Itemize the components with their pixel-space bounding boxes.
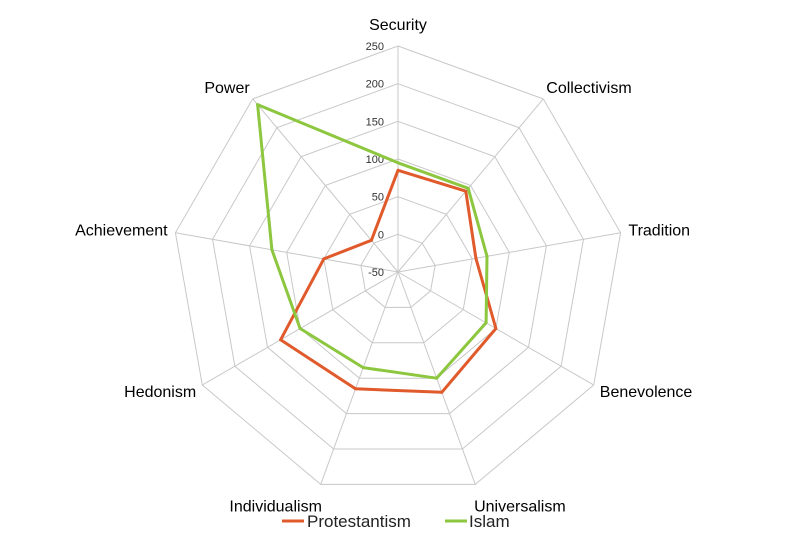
category-label-security: Security	[369, 17, 427, 34]
category-label-hedonism: Hedonism	[124, 384, 196, 401]
legend: Protestantism Islam	[282, 512, 510, 531]
tick-label--50: -50	[368, 267, 384, 279]
point-islam-hedonism	[298, 327, 302, 330]
category-label-benevolence: Benevolence	[600, 384, 693, 401]
grid-layer	[174, 45, 622, 485]
spoke-power	[252, 98, 399, 273]
point-protestantism-hedonism	[279, 338, 283, 342]
point-islam-individualism	[361, 366, 365, 370]
point-protestantism-collectivism	[464, 189, 468, 193]
series-line-protestantism	[279, 168, 498, 394]
category-label-power: Power	[204, 80, 250, 97]
point-protestantism-benevolence	[494, 327, 498, 330]
tick-label-layer: -50 0 50 100 150 200 250	[366, 41, 384, 279]
spoke-achievement	[175, 232, 399, 273]
point-protestantism-universalism	[440, 390, 444, 394]
point-islam-universalism	[435, 376, 439, 380]
category-label-universalism: Universalism	[474, 499, 566, 516]
tick-label-150: 150	[366, 116, 384, 128]
legend-label-protestantism: Protestantism	[307, 512, 411, 531]
point-protestantism-security	[396, 168, 400, 172]
point-islam-collectivism	[466, 186, 470, 190]
legend-label-islam: Islam	[469, 512, 510, 531]
grid-ring-250	[174, 45, 622, 485]
point-islam-tradition	[485, 254, 489, 258]
tick-label-0: 0	[378, 229, 384, 241]
point-protestantism-tradition	[474, 256, 478, 260]
point-protestantism-achievement	[322, 257, 326, 261]
spoke-collectivism	[397, 98, 544, 273]
grid-ring-200	[211, 83, 585, 450]
tick-label-250: 250	[366, 41, 384, 53]
tick-label-100: 100	[366, 154, 384, 166]
grid-ring-150	[249, 120, 547, 415]
category-label-tradition: Tradition	[628, 222, 690, 239]
grid-ring-0	[360, 233, 436, 308]
category-label-collectivism: Collectivism	[546, 80, 631, 97]
point-protestantism-power	[369, 238, 373, 242]
point-islam-security	[396, 161, 400, 165]
series-layer	[256, 103, 498, 394]
category-label-individualism: Individualism	[229, 499, 321, 516]
point-islam-power	[256, 103, 260, 107]
spoke-tradition	[397, 232, 621, 273]
tick-label-200: 200	[366, 79, 384, 91]
category-label-achievement: Achievement	[75, 222, 168, 239]
point-islam-benevolence	[484, 321, 488, 325]
point-protestantism-individualism	[354, 387, 357, 391]
grid-ring-50	[323, 196, 473, 344]
point-islam-achievement	[270, 248, 274, 252]
tick-label-50: 50	[372, 192, 384, 204]
series-line-islam	[256, 103, 489, 380]
grid-ring-100	[286, 158, 510, 379]
spoke-individualism	[320, 271, 399, 485]
category-label-layer: Security Collectivism Tradition Benevolence…	[75, 17, 692, 516]
